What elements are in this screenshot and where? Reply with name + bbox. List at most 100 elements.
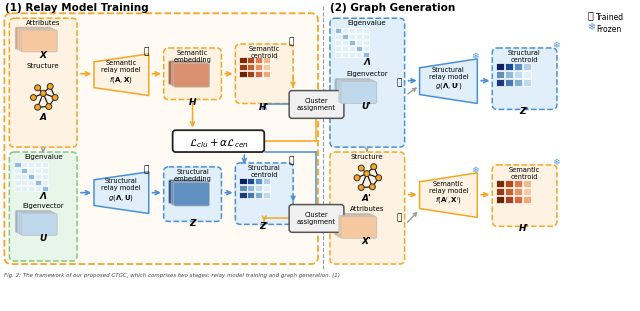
Circle shape [46,104,52,109]
Bar [35,162,42,167]
FancyBboxPatch shape [173,130,264,152]
Bar [523,71,531,78]
FancyBboxPatch shape [492,48,557,109]
FancyBboxPatch shape [492,165,557,226]
Text: 🔥: 🔥 [143,165,148,174]
Text: A': A' [362,194,372,203]
Polygon shape [94,54,148,95]
Bar [496,196,504,203]
Text: Frozen: Frozen [596,25,621,34]
Text: Structural
relay model: Structural relay model [429,67,468,80]
FancyBboxPatch shape [19,212,55,234]
Text: H': H' [259,104,269,113]
Bar [247,192,255,198]
Text: Structure: Structure [351,154,383,160]
FancyBboxPatch shape [164,48,221,100]
Text: ❄: ❄ [552,158,560,167]
Bar [496,180,504,187]
Bar [496,63,504,70]
Circle shape [364,171,370,177]
Bar [35,180,42,185]
Bar [514,188,522,195]
Bar [505,79,513,86]
Circle shape [376,175,381,181]
Bar [263,71,271,77]
Text: (1) Relay Model Training: (1) Relay Model Training [5,3,149,13]
Bar [21,162,28,167]
FancyBboxPatch shape [171,181,207,205]
FancyBboxPatch shape [337,80,372,101]
Text: 🔥: 🔥 [397,213,403,222]
Bar [14,180,20,185]
Bar [514,71,522,78]
Bar [335,34,341,39]
Text: Eigenvalue: Eigenvalue [348,20,386,26]
Circle shape [358,184,364,190]
Bar [255,64,262,70]
Bar [28,180,35,185]
Bar [255,71,262,77]
FancyBboxPatch shape [164,167,221,221]
Circle shape [47,83,53,89]
Text: X: X [40,51,47,60]
Bar [505,63,513,70]
Bar [42,186,49,191]
Bar [363,52,369,57]
Bar [239,57,246,63]
Text: U': U' [362,103,372,111]
Circle shape [369,184,375,190]
Bar [349,46,355,51]
Text: Eigenvalue: Eigenvalue [24,154,63,160]
Bar [14,162,20,167]
Text: ❄: ❄ [552,41,560,50]
Text: Semantic
relay model: Semantic relay model [429,181,468,194]
Bar [239,64,246,70]
Bar [335,28,341,33]
Bar [349,40,355,45]
Bar [356,52,362,57]
Bar [363,52,369,57]
Bar [523,188,531,195]
Bar [523,180,531,187]
Bar [247,71,255,77]
Bar [21,180,28,185]
Circle shape [52,95,58,100]
Text: Fig. 2: The framework of our proposed CTGC, which comprises two stages: relay mo: Fig. 2: The framework of our proposed CT… [4,273,340,278]
Bar [356,46,362,51]
Bar [14,168,20,173]
Text: Semantic
centroid: Semantic centroid [509,167,540,180]
Bar [42,168,49,173]
Text: Semantic
embedding: Semantic embedding [173,50,211,63]
Bar [514,196,522,203]
FancyBboxPatch shape [339,216,375,237]
Circle shape [31,95,36,100]
Bar [342,52,348,57]
FancyBboxPatch shape [15,27,51,49]
Bar [247,185,255,191]
FancyBboxPatch shape [289,91,344,118]
FancyBboxPatch shape [21,213,57,235]
Bar [263,185,271,191]
Text: 🔥: 🔥 [289,38,294,47]
Text: ❄: ❄ [472,166,479,175]
Text: 🔥: 🔥 [143,48,148,56]
Bar [335,52,341,57]
Text: Structural
relay model: Structural relay model [101,178,141,191]
Bar [349,34,355,39]
Bar [349,28,355,33]
Bar [247,57,255,63]
Bar [342,46,348,51]
FancyBboxPatch shape [289,205,344,232]
Bar [523,79,531,86]
Text: Λ: Λ [40,192,47,201]
Bar [514,180,522,187]
Bar [21,168,28,173]
Bar [21,168,28,173]
Text: $f(\mathbf{A},\mathbf{X})$: $f(\mathbf{A},\mathbf{X})$ [109,75,132,85]
Text: Attributes: Attributes [26,20,60,26]
Bar [363,46,369,51]
Bar [35,180,42,185]
FancyBboxPatch shape [330,18,404,147]
Circle shape [35,104,40,110]
Bar [349,40,355,45]
